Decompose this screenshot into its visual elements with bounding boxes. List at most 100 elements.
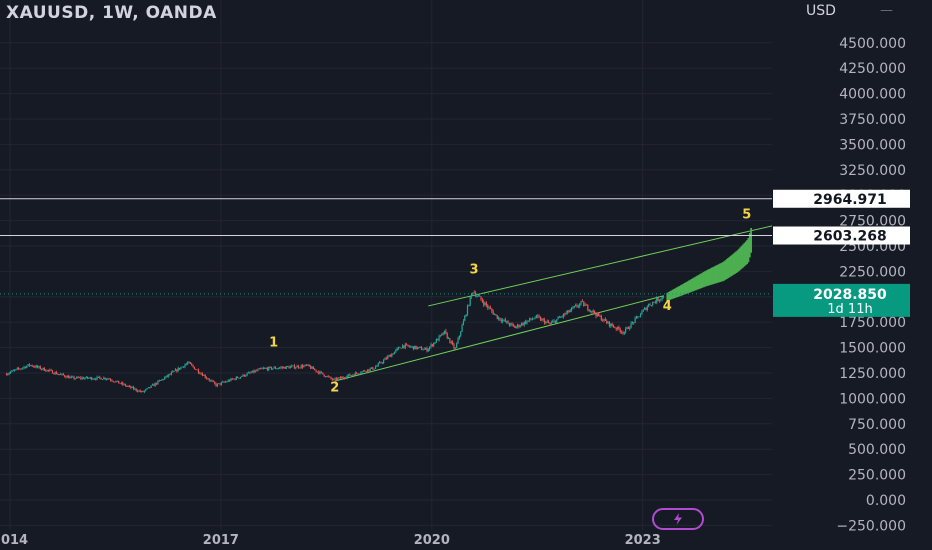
candle-body[interactable]: [208, 379, 210, 381]
candle-body[interactable]: [373, 368, 375, 370]
candle-body[interactable]: [616, 326, 619, 330]
candle-body[interactable]: [258, 368, 260, 370]
candle-body[interactable]: [211, 380, 213, 382]
candle-body[interactable]: [73, 376, 75, 379]
candle-body[interactable]: [526, 321, 528, 324]
candle-body[interactable]: [178, 367, 181, 370]
candle-body[interactable]: [631, 322, 634, 324]
candle-body[interactable]: [450, 341, 452, 343]
candle-body[interactable]: [419, 347, 421, 348]
candle-body[interactable]: [303, 365, 305, 368]
candle-body[interactable]: [561, 316, 563, 318]
candle-body[interactable]: [19, 368, 21, 370]
channel-line[interactable]: [334, 295, 664, 382]
candle-body[interactable]: [553, 320, 555, 322]
candle-body[interactable]: [592, 310, 594, 313]
candle-body[interactable]: [566, 310, 569, 313]
candle-body[interactable]: [82, 377, 85, 379]
candle-body[interactable]: [468, 305, 470, 307]
candle-body[interactable]: [201, 373, 204, 376]
candle-body[interactable]: [285, 366, 287, 369]
candle-body[interactable]: [660, 299, 662, 300]
candle-body[interactable]: [472, 292, 474, 294]
candle-body[interactable]: [635, 316, 638, 318]
candle-body[interactable]: [614, 327, 616, 329]
candle-body[interactable]: [473, 292, 475, 294]
candle-body[interactable]: [408, 346, 410, 347]
candle-body[interactable]: [28, 364, 31, 366]
candle-body[interactable]: [546, 321, 548, 323]
candle-body[interactable]: [281, 367, 283, 369]
candle-body[interactable]: [326, 376, 328, 377]
candle-body[interactable]: [53, 373, 55, 375]
candle-body[interactable]: [103, 377, 105, 380]
candle-body[interactable]: [277, 368, 279, 370]
candle-body[interactable]: [93, 378, 95, 380]
candle-body[interactable]: [269, 366, 271, 368]
candle-body[interactable]: [241, 376, 243, 378]
candle-body[interactable]: [299, 367, 301, 369]
candle-body[interactable]: [633, 322, 635, 324]
candle-body[interactable]: [274, 367, 277, 369]
candle-body[interactable]: [381, 362, 383, 364]
candle-body[interactable]: [257, 369, 259, 371]
candle-body[interactable]: [457, 338, 459, 344]
candle-body[interactable]: [543, 319, 546, 324]
candle-body[interactable]: [581, 301, 584, 302]
candle-body[interactable]: [212, 381, 214, 382]
candlesticks[interactable]: [5, 290, 665, 394]
trend-channel[interactable]: [334, 217, 809, 382]
candle-body[interactable]: [78, 377, 81, 379]
candle-body[interactable]: [192, 365, 194, 367]
candle-body[interactable]: [120, 382, 122, 384]
candle-body[interactable]: [384, 358, 386, 360]
candle-body[interactable]: [525, 321, 527, 324]
candle-body[interactable]: [603, 318, 605, 321]
candle-body[interactable]: [656, 298, 658, 303]
candle-body[interactable]: [497, 317, 500, 319]
candle-body[interactable]: [81, 377, 83, 379]
candle-body[interactable]: [91, 377, 93, 380]
candle-body[interactable]: [550, 322, 552, 324]
candle-body[interactable]: [406, 344, 408, 346]
candle-body[interactable]: [522, 323, 524, 325]
candle-body[interactable]: [185, 363, 187, 365]
candle-body[interactable]: [200, 373, 202, 375]
candle-body[interactable]: [583, 301, 585, 306]
candle-body[interactable]: [508, 323, 511, 326]
candle-body[interactable]: [218, 383, 220, 385]
candle-body[interactable]: [165, 375, 167, 378]
candle-body[interactable]: [634, 317, 636, 323]
candle-body[interactable]: [407, 344, 409, 347]
candle-body[interactable]: [54, 372, 56, 374]
candle-body[interactable]: [648, 304, 650, 307]
candle-body[interactable]: [368, 369, 370, 371]
candle-body[interactable]: [89, 377, 91, 379]
candle-body[interactable]: [147, 387, 150, 389]
candle-body[interactable]: [115, 381, 117, 383]
candle-body[interactable]: [622, 332, 624, 334]
candle-body[interactable]: [49, 369, 51, 371]
candle-body[interactable]: [529, 318, 531, 321]
candle-body[interactable]: [392, 353, 394, 355]
candle-body[interactable]: [207, 378, 209, 380]
candle-body[interactable]: [126, 385, 128, 387]
candle-body[interactable]: [249, 372, 251, 374]
candle-body[interactable]: [575, 305, 577, 307]
candle-body[interactable]: [443, 330, 446, 335]
candle-body[interactable]: [506, 321, 508, 322]
candle-body[interactable]: [476, 295, 478, 297]
candle-body[interactable]: [315, 369, 317, 372]
candle-body[interactable]: [446, 333, 448, 339]
candle-body[interactable]: [585, 304, 588, 306]
candle-body[interactable]: [233, 378, 235, 380]
candle-body[interactable]: [169, 374, 171, 376]
candle-body[interactable]: [481, 299, 483, 302]
candle-body[interactable]: [226, 381, 228, 383]
candle-body[interactable]: [399, 347, 401, 349]
candle-body[interactable]: [295, 367, 297, 369]
candle-body[interactable]: [511, 323, 513, 325]
candle-body[interactable]: [137, 390, 139, 392]
candle-body[interactable]: [596, 313, 598, 317]
candle-body[interactable]: [68, 376, 70, 379]
